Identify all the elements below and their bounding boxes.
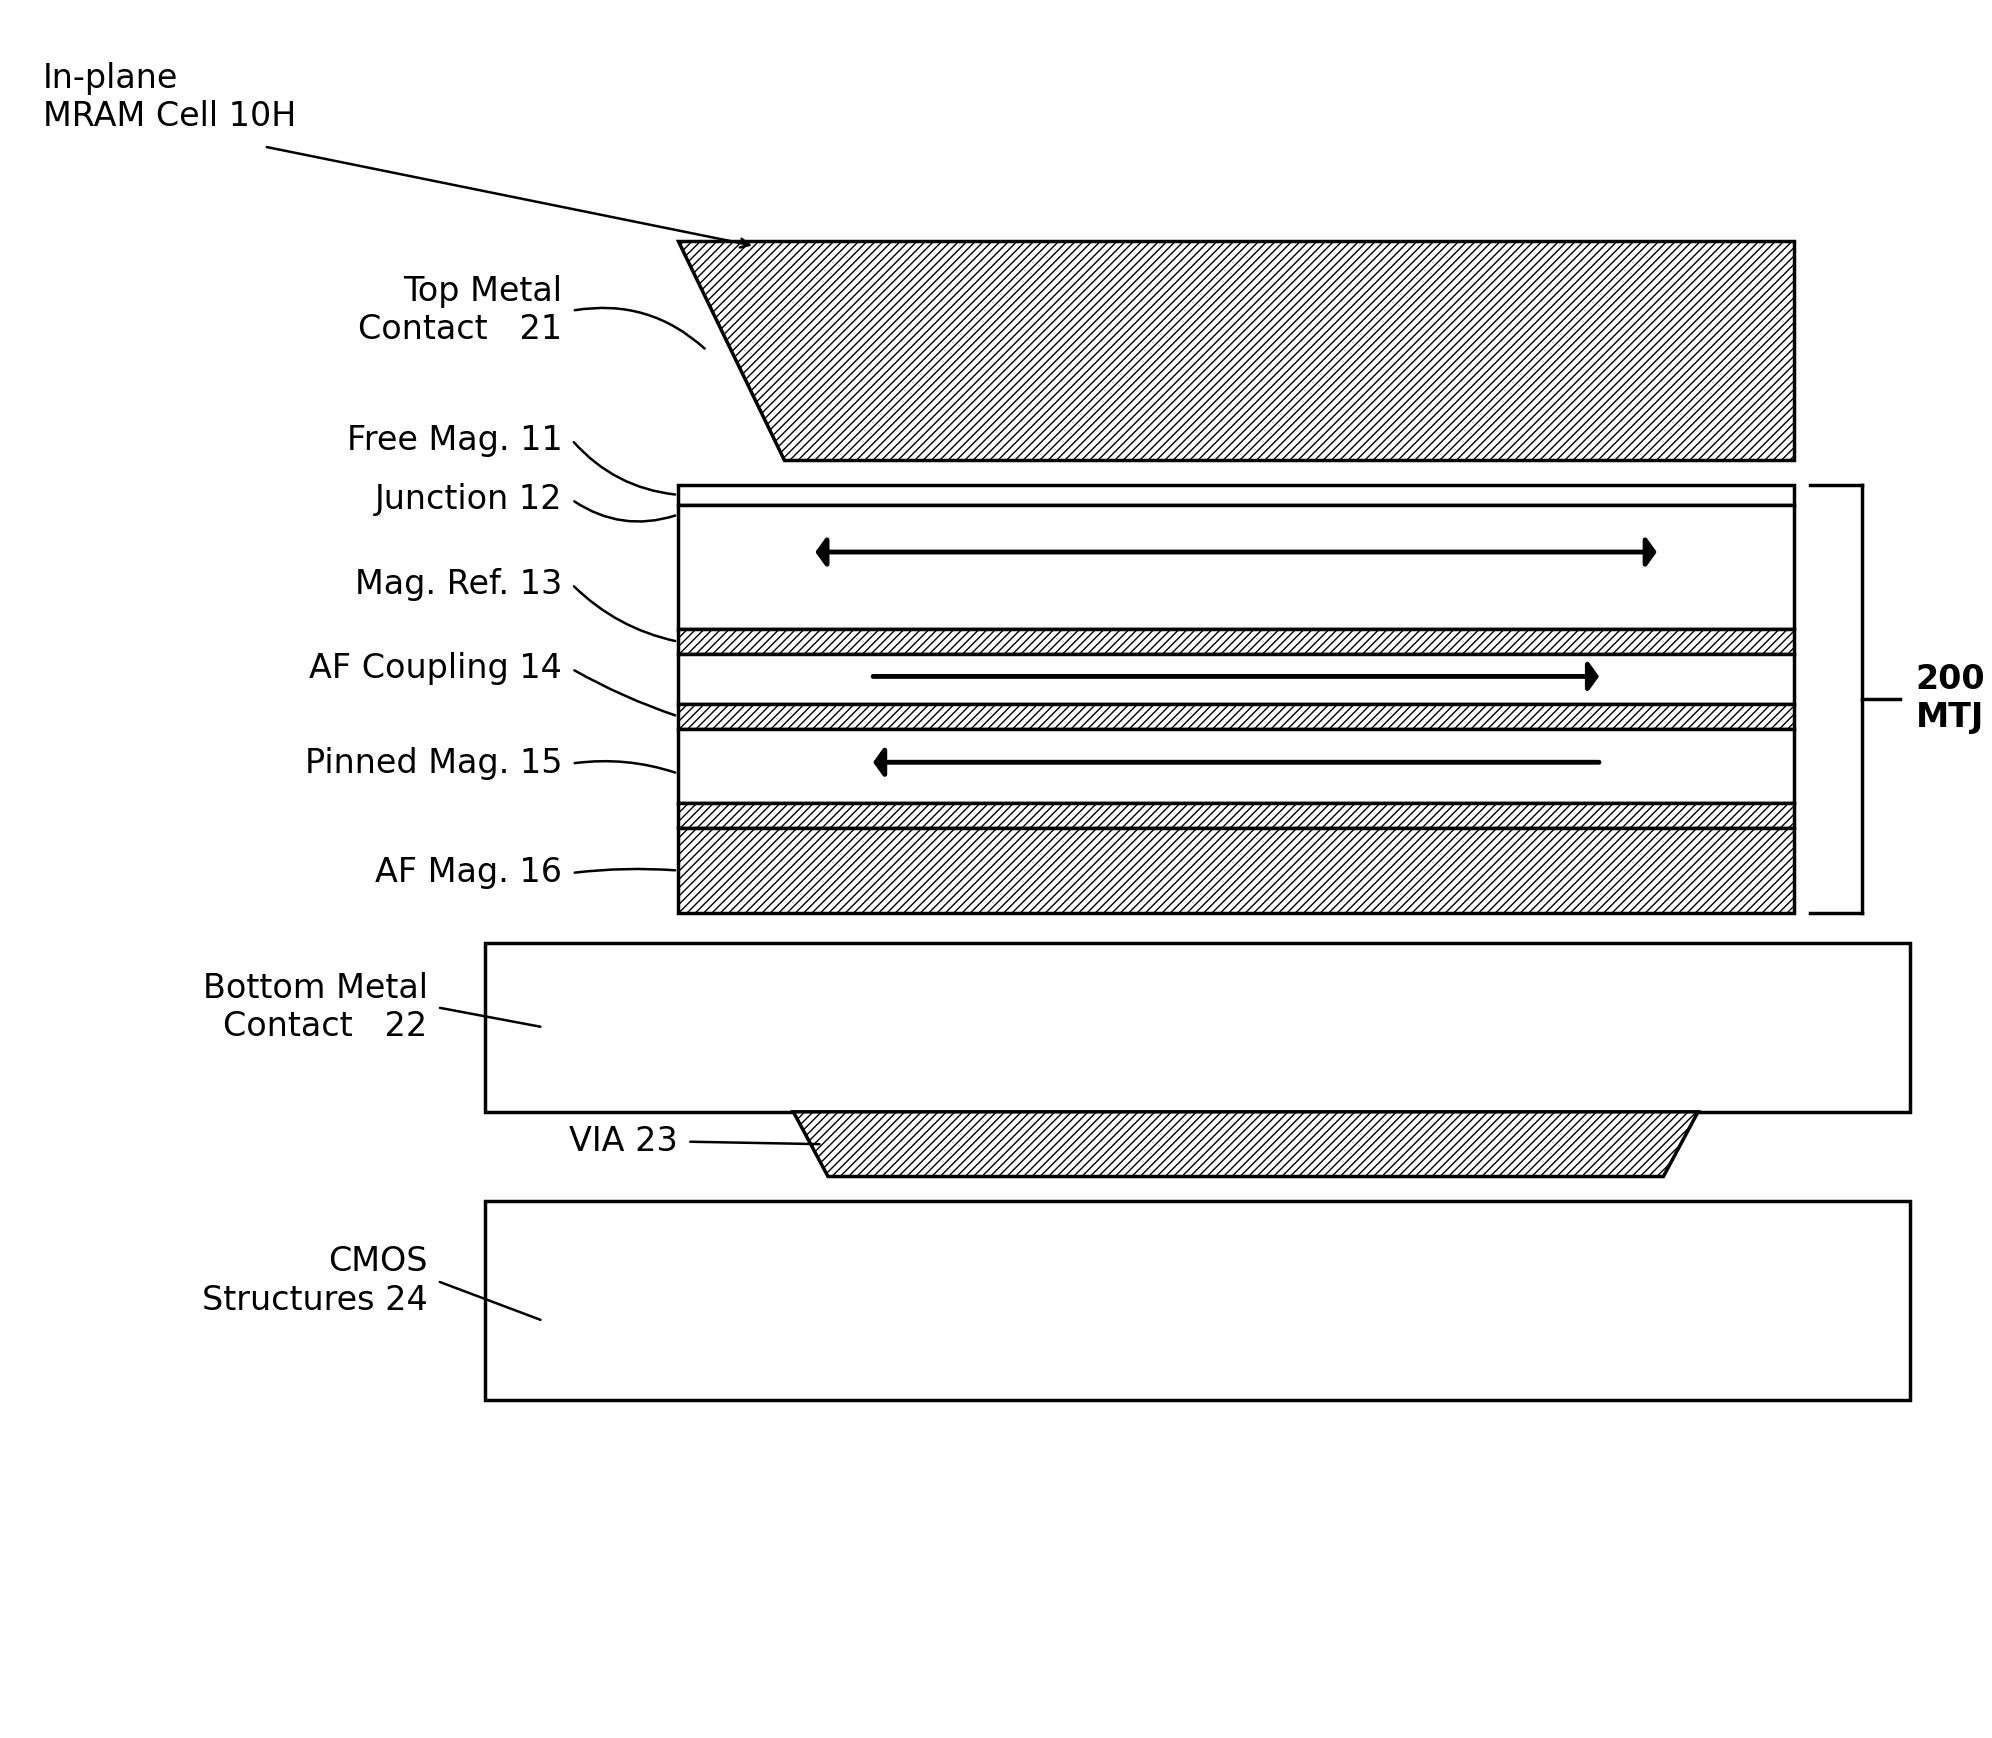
- Text: Pinned Mag. 15: Pinned Mag. 15: [305, 747, 562, 780]
- Bar: [677, 629, 1795, 653]
- Bar: [677, 504, 1795, 629]
- Polygon shape: [793, 1112, 1697, 1177]
- Text: In-plane
MRAM Cell 10H: In-plane MRAM Cell 10H: [42, 63, 297, 134]
- Text: Junction 12: Junction 12: [374, 483, 562, 516]
- Bar: [677, 704, 1795, 728]
- Bar: [677, 803, 1795, 829]
- Text: Bottom Metal
Contact   22: Bottom Metal Contact 22: [203, 972, 428, 1043]
- Bar: [677, 728, 1795, 803]
- Text: AF Mag. 16: AF Mag. 16: [374, 857, 562, 890]
- Text: Free Mag. 11: Free Mag. 11: [347, 424, 562, 457]
- Text: 200
MTJ: 200 MTJ: [1916, 664, 1986, 735]
- Text: CMOS
Structures 24: CMOS Structures 24: [201, 1246, 428, 1317]
- Bar: [677, 653, 1795, 704]
- Bar: [486, 942, 1910, 1112]
- Bar: [677, 829, 1795, 912]
- Polygon shape: [677, 485, 1795, 504]
- Text: AF Coupling 14: AF Coupling 14: [309, 652, 562, 685]
- Polygon shape: [677, 242, 1795, 461]
- Text: Mag. Ref. 13: Mag. Ref. 13: [355, 568, 562, 601]
- Bar: [486, 1201, 1910, 1401]
- Text: VIA 23: VIA 23: [570, 1124, 677, 1158]
- Text: Top Metal
Contact   21: Top Metal Contact 21: [359, 275, 562, 346]
